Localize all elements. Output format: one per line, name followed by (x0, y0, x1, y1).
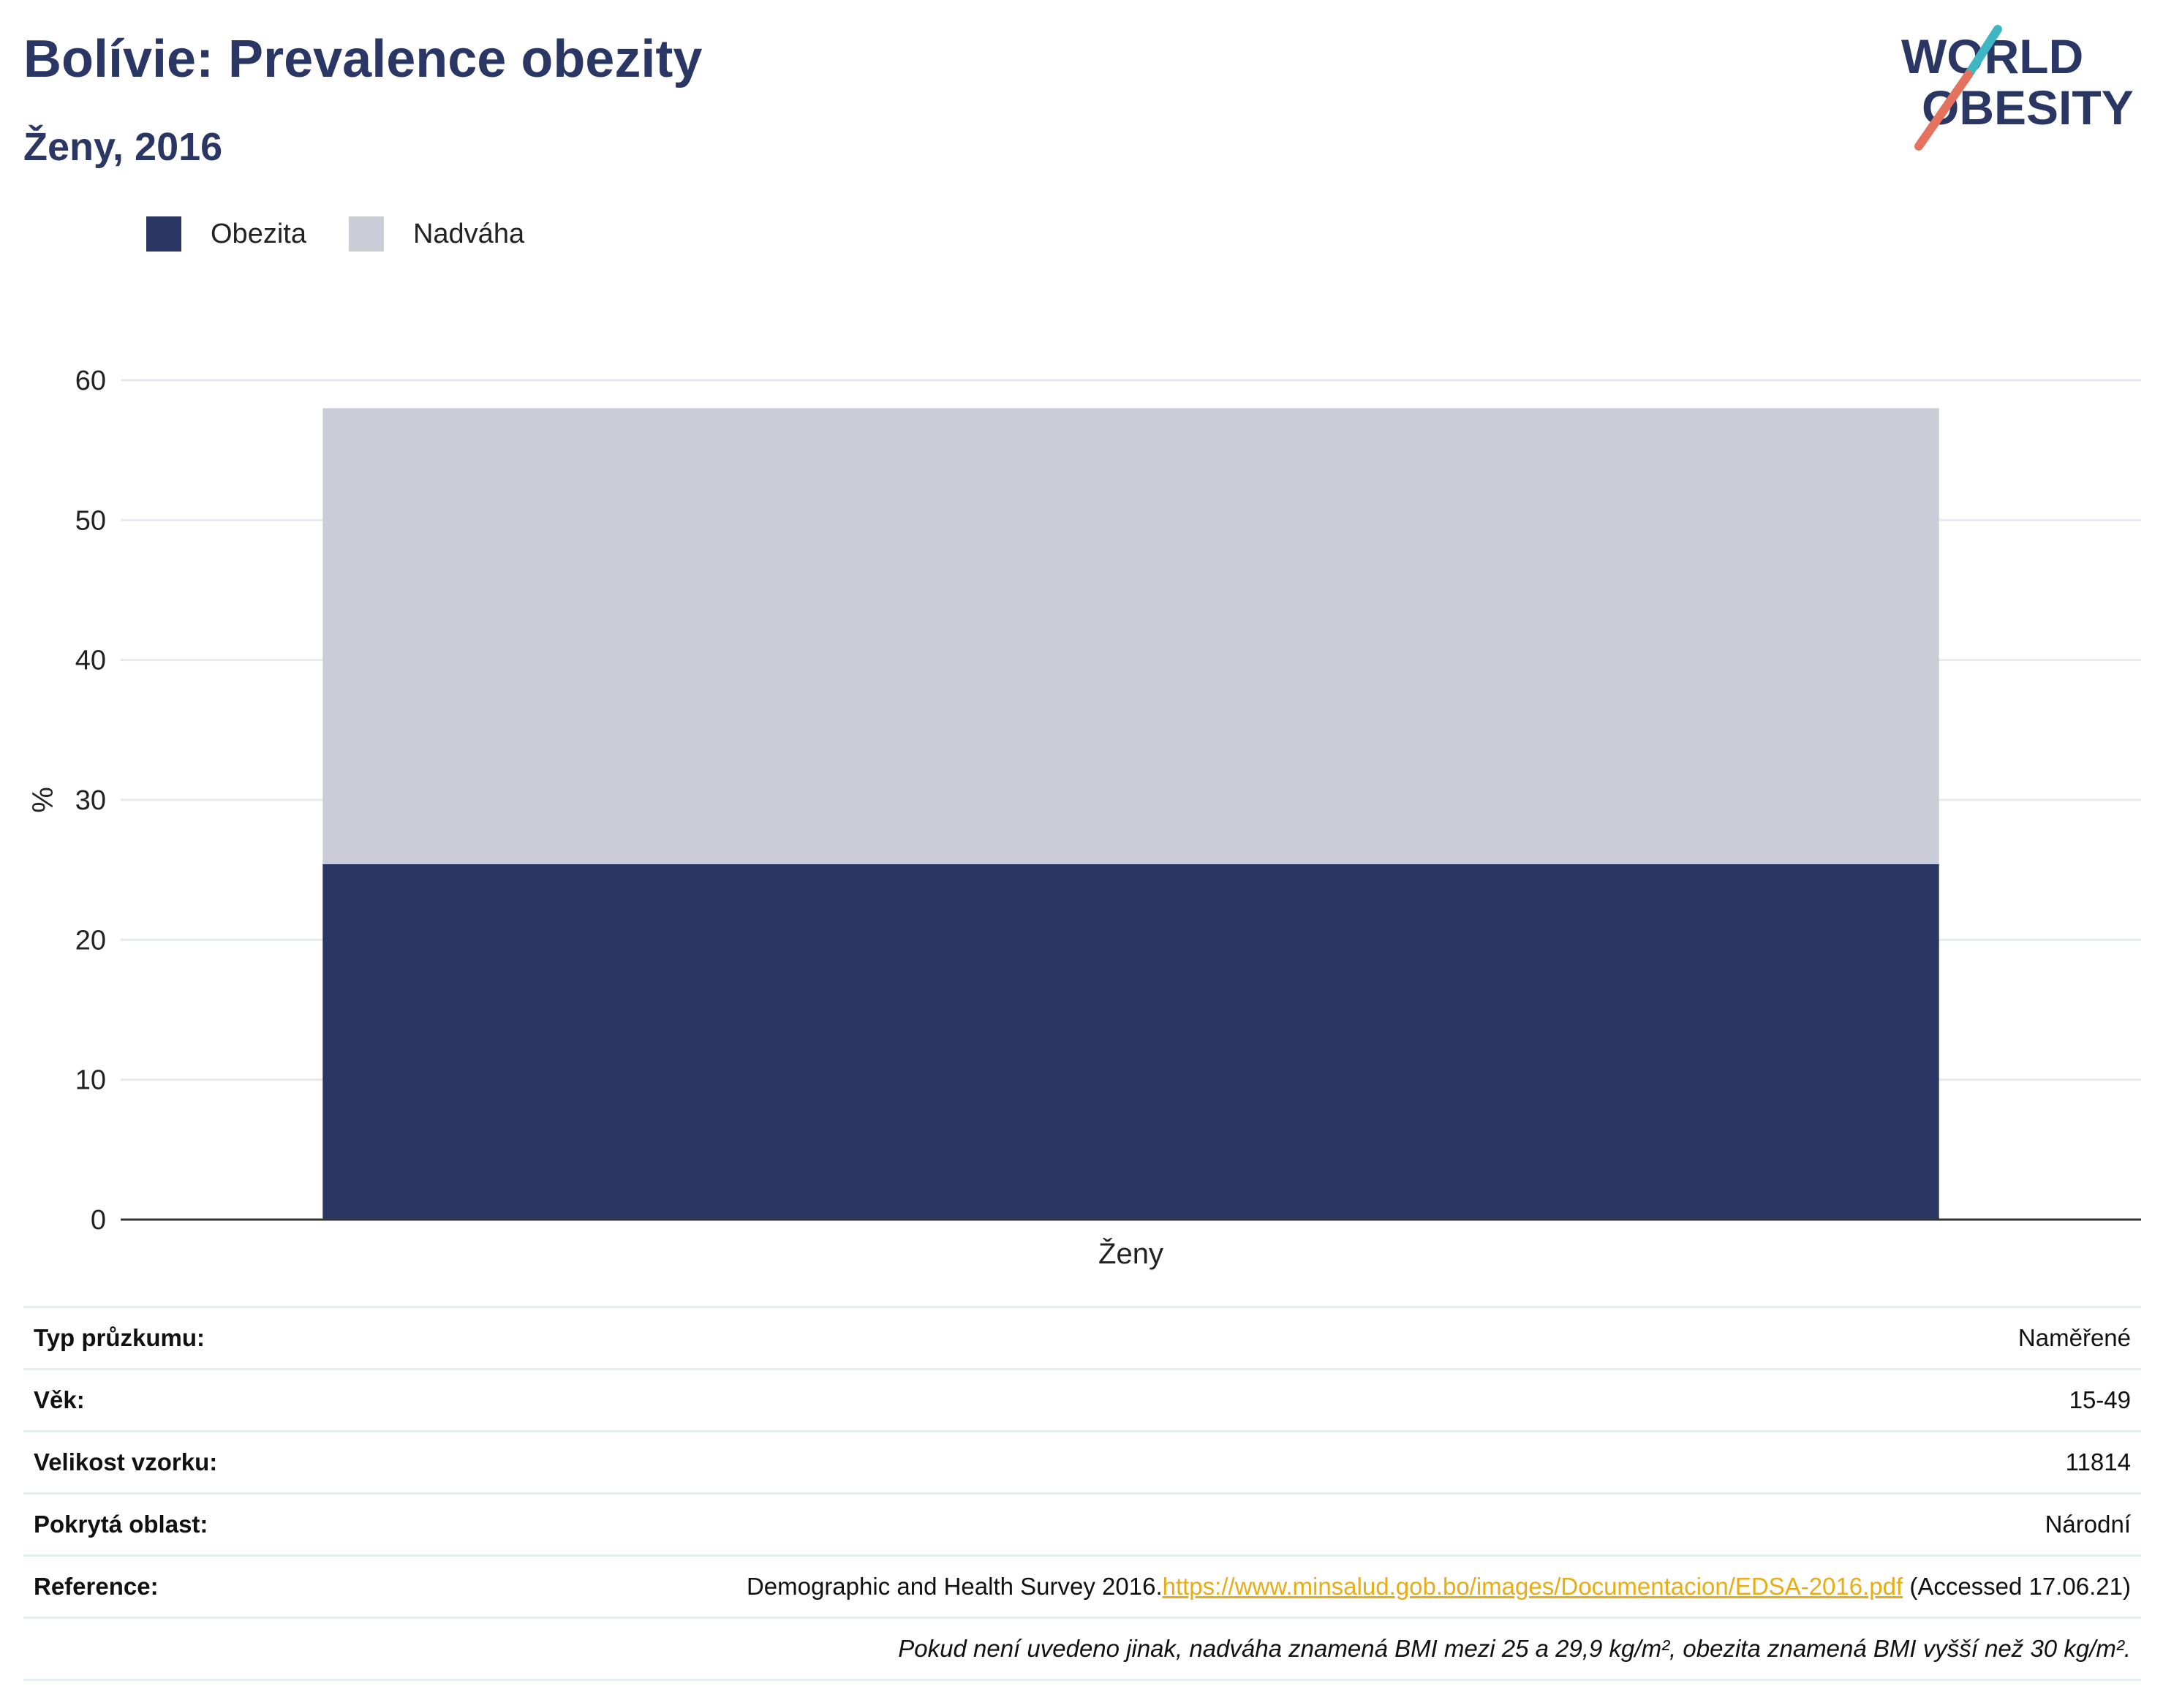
y-axis-label: % (27, 787, 59, 813)
world-obesity-logo: WORLD OBESITY (1901, 25, 2134, 151)
info-key: Pokrytá oblast: (23, 1492, 292, 1556)
survey-info-table: Typ průzkumu: Naměřené Věk: 15-49 Veliko… (23, 1306, 2141, 1681)
y-tick-label: 20 (75, 925, 106, 956)
info-value: Národní (292, 1492, 2141, 1556)
table-row: Reference: Demographic and Health Survey… (23, 1554, 2141, 1618)
reference-link[interactable]: https://www.minsalud.gob.bo/images/Docum… (1162, 1573, 1903, 1600)
y-tick-label: 40 (75, 646, 106, 676)
legend-item-obezita[interactable]: Obezita (146, 216, 306, 252)
table-row: Věk: 15-49 (23, 1368, 2141, 1432)
legend-swatch-obezita (146, 216, 181, 252)
reference-text: Demographic and Health Survey 2016. (746, 1573, 1163, 1600)
info-value: Naměřené (292, 1306, 2141, 1369)
reference-value: Demographic and Health Survey 2016.https… (292, 1554, 2141, 1618)
footnote: Pokud není uvedeno jinak, nadváha znamen… (23, 1617, 2141, 1681)
table-row: Pokrytá oblast: Národní (23, 1492, 2141, 1556)
legend-item-nadvaha[interactable]: Nadváha (348, 216, 525, 252)
table-row: Pokud není uvedeno jinak, nadváha znamen… (23, 1617, 2141, 1681)
bar-nadvaha (322, 408, 1939, 865)
chart-title: Bolívie: Prevalence obezity (23, 30, 703, 88)
y-tick-label: 10 (75, 1065, 106, 1096)
legend-label-obezita: Obezita (211, 218, 306, 249)
info-value: 15-49 (292, 1368, 2141, 1432)
reference-accessed: (Accessed 17.06.21) (1903, 1573, 2131, 1600)
y-tick-label: 60 (75, 366, 106, 396)
legend-label-nadvaha: Nadváha (412, 218, 525, 249)
table-row: Velikost vzorku: 11814 (23, 1430, 2141, 1494)
chart-legend: Obezita Nadváha (146, 216, 567, 252)
bar-obezita (322, 864, 1939, 1220)
info-key: Typ průzkumu: (23, 1306, 292, 1369)
reference-key: Reference: (23, 1554, 292, 1618)
x-tick-label: Ženy (1098, 1237, 1163, 1270)
table-row: Typ průzkumu: Naměřené (23, 1306, 2141, 1369)
info-key: Velikost vzorku: (23, 1430, 292, 1494)
chart-subtitle: Ženy, 2016 (23, 125, 223, 169)
y-tick-label: 50 (75, 505, 106, 536)
info-value: 11814 (292, 1430, 2141, 1494)
bar-chart: 0 10 20 30 40 50 60 Ženy% (27, 366, 2141, 1270)
y-tick-label: 30 (75, 785, 106, 816)
y-tick-label: 0 (91, 1205, 106, 1236)
info-key: Věk: (23, 1368, 292, 1432)
legend-swatch-nadvaha (348, 216, 384, 252)
